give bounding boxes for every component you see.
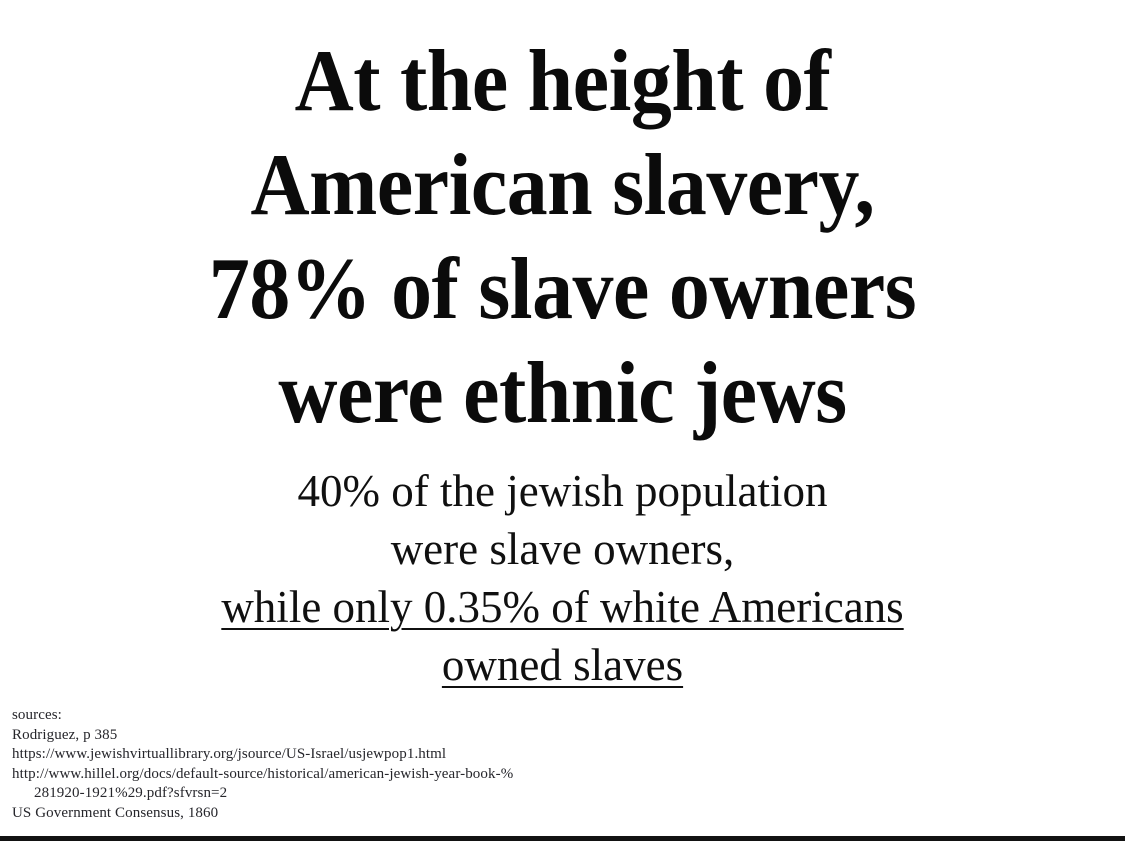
bottom-rule (0, 836, 1125, 841)
headline-line-3: 78% of slave owners (208, 241, 917, 338)
source-citation-census: US Government Consensus, 1860 (12, 804, 219, 821)
sources-label: sources: (12, 707, 62, 723)
source-url-hillel-continuation: 281920-1921%29.pdf?sfvrsn=2 (34, 785, 228, 801)
headline-line-1: At the height of (294, 33, 831, 130)
source-url-jewishvirtuallibrary: https://www.jewishvirtuallibrary.org/jso… (12, 746, 447, 762)
headline-line-2: American slavery, (250, 137, 875, 234)
source-url-hillel: http://www.hillel.org/docs/default-sourc… (12, 765, 514, 782)
sources-block: sources: Rodriguez, p 385 https://www.je… (12, 706, 812, 823)
source-citation-book: Rodriguez, p 385 (12, 726, 118, 743)
subtitle-line-3: while only 0.35% of white Americans (221, 582, 904, 632)
subtitle-line-2: were slave owners, (390, 524, 735, 574)
subtitle-block: 40% of the jewish population were slave … (0, 462, 1125, 694)
headline-line-4: were ethnic jews (278, 345, 847, 442)
subtitle-line-4: owned slaves (441, 640, 684, 690)
headline-block: At the height of American slavery, 78% o… (0, 30, 1125, 446)
subtitle-line-1: 40% of the jewish population (297, 466, 828, 516)
